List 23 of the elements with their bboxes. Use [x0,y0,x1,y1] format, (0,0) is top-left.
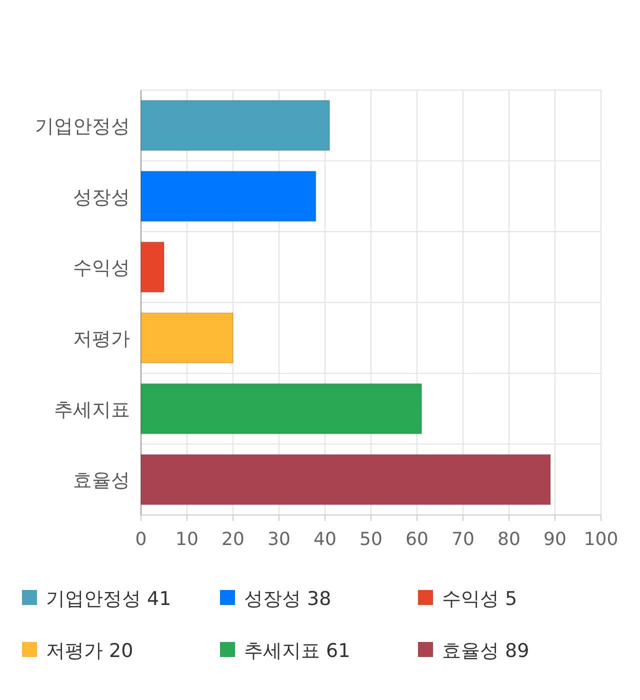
y-tick-label: 수익성 [73,257,130,280]
y-tick-label: 저평가 [73,328,130,350]
y-tick-label: 효율성 [73,470,130,492]
x-tick-label: 90 [544,529,566,550]
legend-label: 효율성 89 [442,640,530,662]
x-tick-label: 10 [176,529,198,550]
x-tick-label: 0 [135,529,147,550]
x-tick-label: 50 [360,529,382,550]
x-tick-label: 20 [222,529,244,550]
legend-label: 기업안정성 41 [46,588,172,610]
x-tick-label: 70 [452,529,474,550]
legend-label: 성장성 38 [244,588,332,610]
x-tick-label: 100 [584,529,618,550]
legend-label: 수익성 5 [442,588,518,610]
y-tick-label: 기업안정성 [35,115,130,138]
x-tick-label: 60 [406,529,428,550]
legend-label: 저평가 20 [46,640,134,662]
y-tick-label: 성장성 [73,186,130,208]
legend-label: 추세지표 61 [244,640,350,662]
x-tick-label: 40 [314,529,336,550]
y-tick-label: 추세지표 [54,398,130,421]
x-tick-label: 30 [268,529,290,550]
x-tick-label: 80 [498,529,520,550]
